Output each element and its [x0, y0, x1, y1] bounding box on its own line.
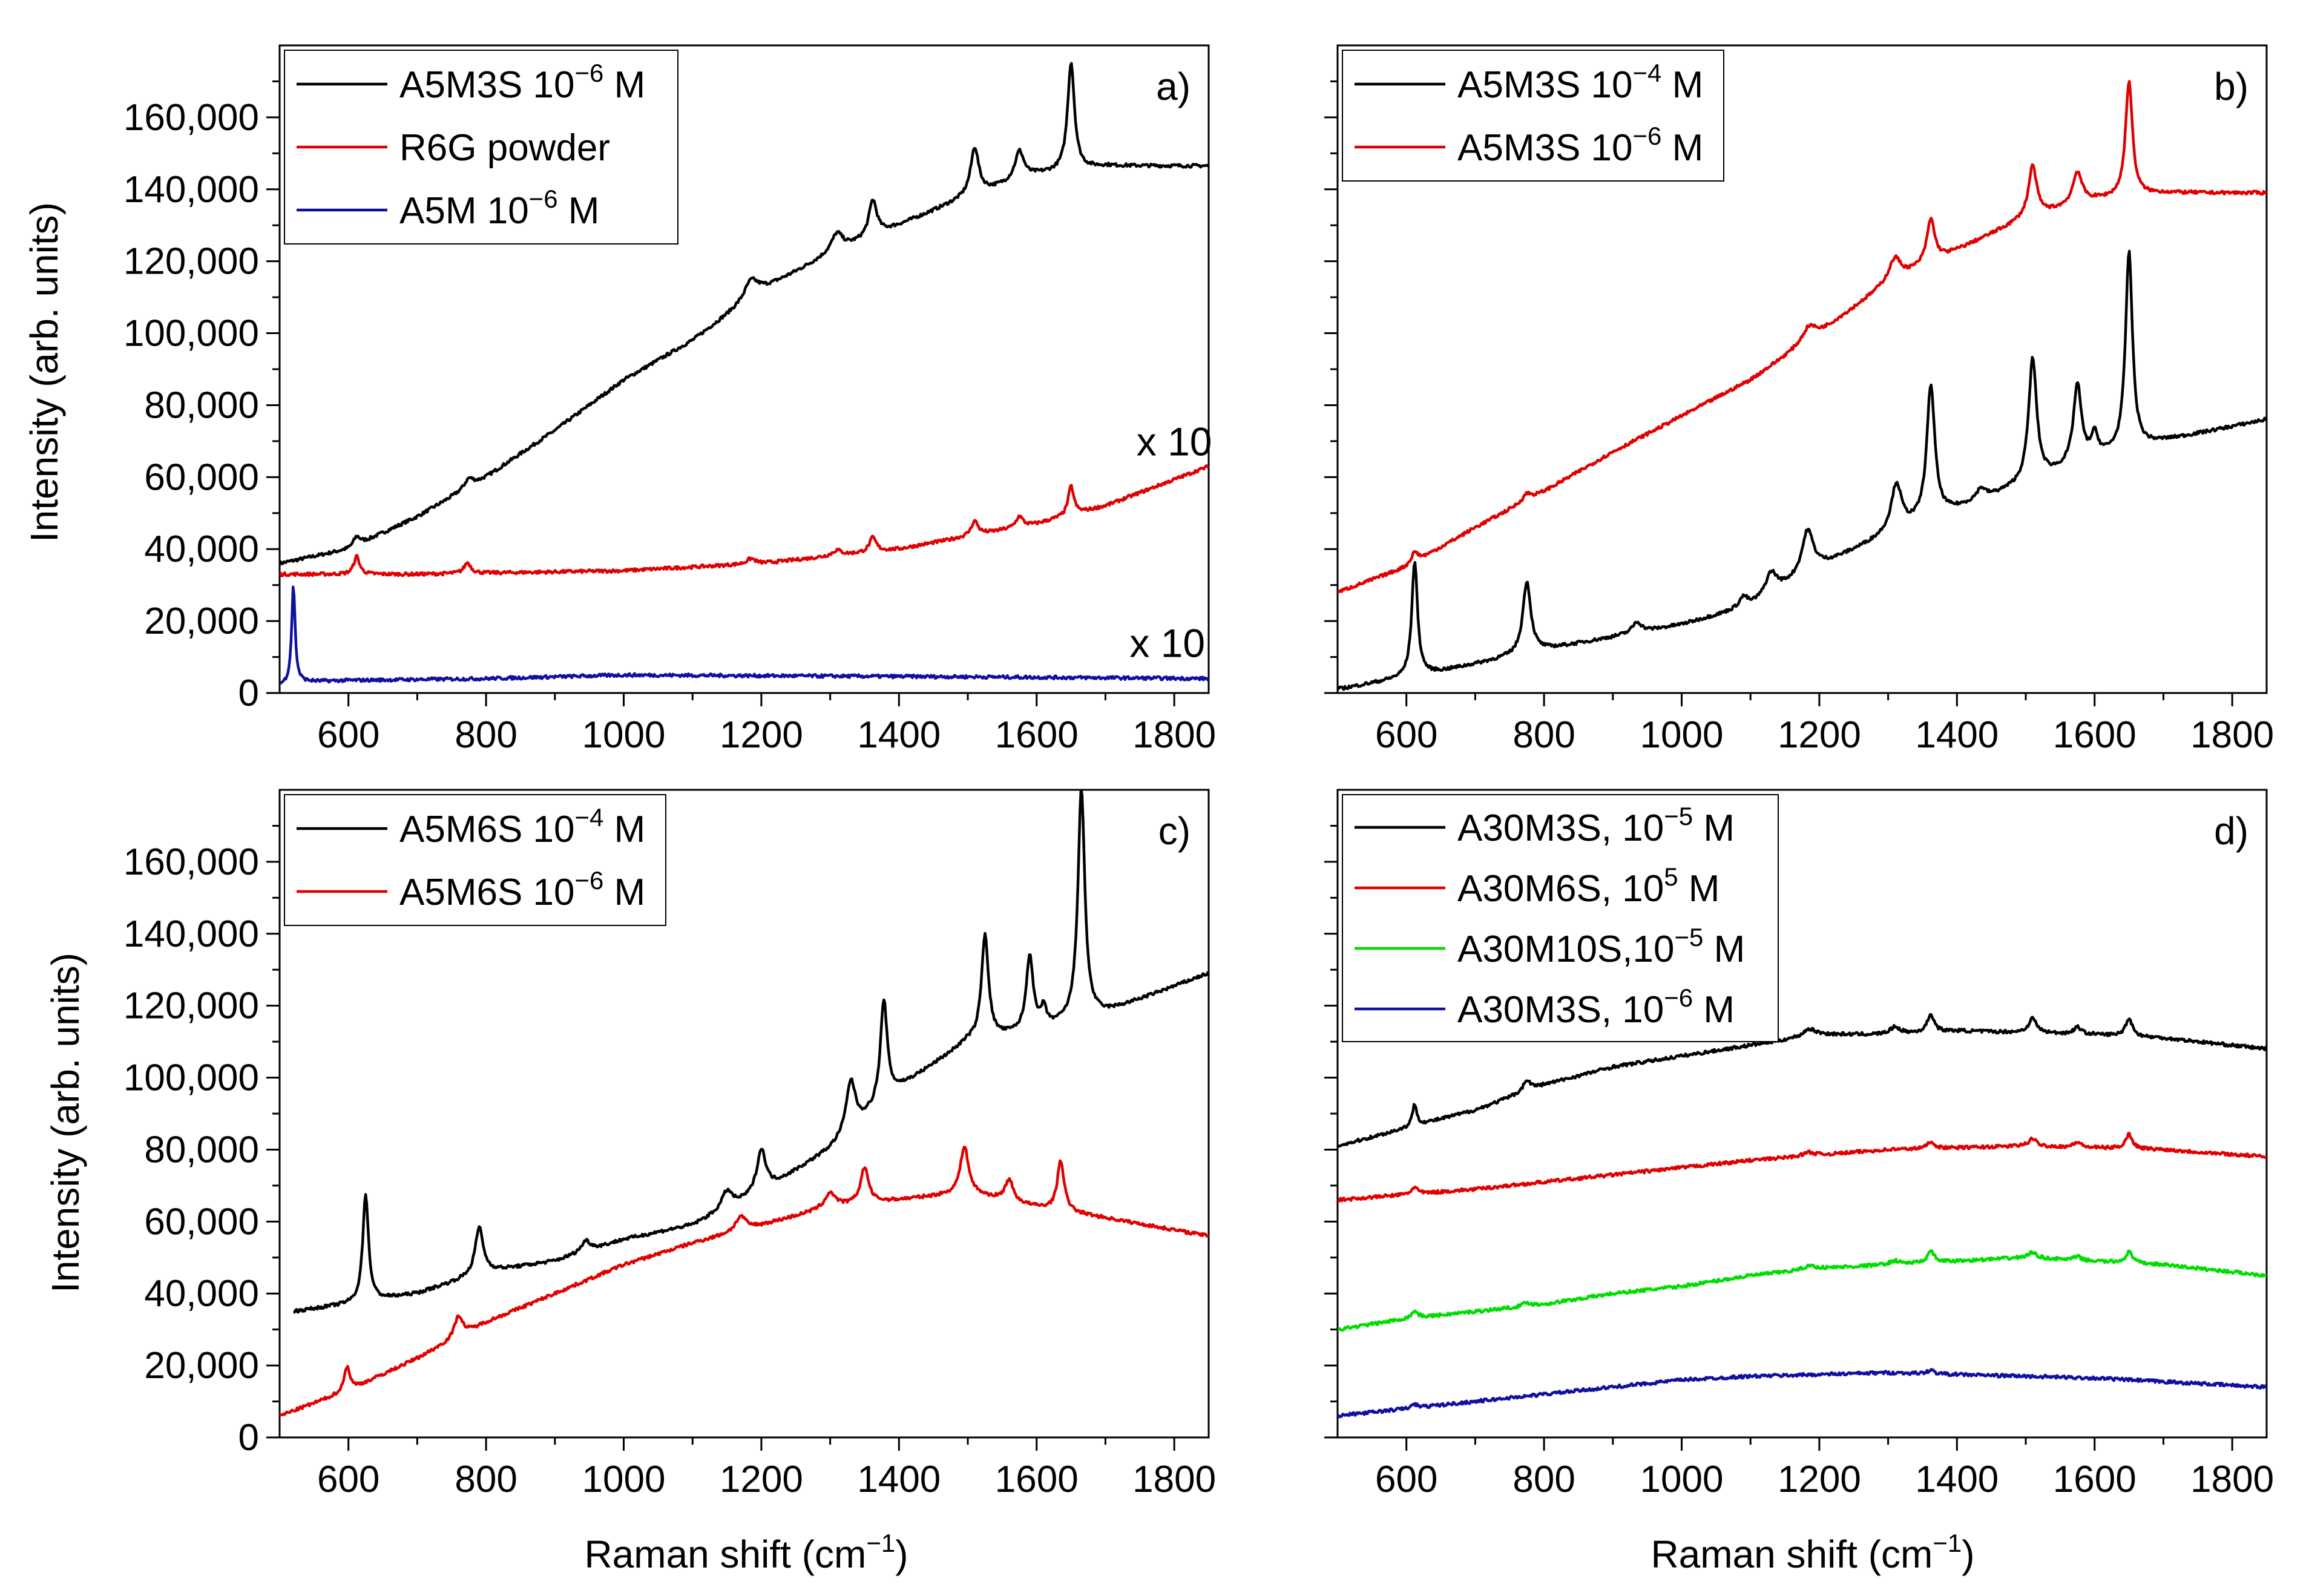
series-line-4: [1338, 1368, 2267, 1419]
x-tick-label: 800: [1513, 1459, 1575, 1500]
x-tick-label: 1200: [720, 714, 803, 756]
x-tick-label: 1600: [2053, 714, 2137, 756]
y-tick-label: 20,000: [144, 1345, 259, 1387]
panel-label: b): [2214, 65, 2248, 108]
x-tick-label: 1000: [1640, 1459, 1724, 1500]
series-line-1: [1338, 249, 2267, 691]
legend-box: [1342, 794, 1779, 1042]
y-tick-label: 40,000: [144, 1273, 259, 1315]
y-tick-label: 100,000: [123, 313, 259, 355]
panel-c: 600 800 1000 1200 1400 1600 1800 0 20,000 40,000 6…: [123, 789, 1216, 1500]
series-line-1: [293, 790, 1209, 1314]
legend-label: A5M6S 10−6 M: [399, 866, 645, 913]
x-tick-label: 600: [1375, 1459, 1437, 1500]
y-axis-title-top: Intensity (arb. units): [22, 202, 66, 542]
y-tick-label: 0: [238, 1417, 259, 1459]
x-tick-label: 1800: [1132, 1459, 1216, 1500]
y-tick-label: 80,000: [144, 384, 259, 426]
x-tick-label: 1000: [582, 1459, 666, 1500]
scale-annotation: x 10: [1129, 621, 1205, 666]
x-tick-label: 800: [455, 1459, 517, 1500]
series-line-2: [280, 464, 1209, 577]
y-tick-label: 0: [238, 672, 259, 714]
panel-label: d): [2214, 809, 2248, 853]
legend-label: A30M3S, 10−6 M: [1457, 984, 1735, 1031]
y-tick-label: 160,000: [123, 841, 259, 883]
x-tick-label: 1200: [720, 1459, 803, 1500]
y-axis-title-bottom: Intensity (arb. units): [44, 953, 87, 1293]
legend-label: A30M10S,10−5 M: [1457, 923, 1745, 970]
legend-label: A5M6S 10−4 M: [399, 803, 645, 850]
x-tick-label: 1200: [1778, 714, 1861, 756]
x-axis-title-left: Raman shift (cm−1): [584, 1529, 908, 1576]
x-tick-label: 1400: [857, 714, 941, 756]
legend-label: R6G powder: [399, 127, 610, 169]
legend-label: A5M3S 10−6 M: [1457, 122, 1703, 169]
x-tick-label: 1600: [2053, 1459, 2137, 1500]
series-line-1: [1338, 1013, 2267, 1148]
panel-b: 600 800 1000 1200 1400 1600 1800 A5M3S 10−4 M A5…: [1324, 44, 2274, 756]
x-axis-title-right: Raman shift (cm−1): [1650, 1529, 1974, 1576]
series-line-2: [1338, 1132, 2267, 1203]
x-tick-label: 600: [1375, 714, 1437, 756]
x-tick-label: 1000: [582, 714, 666, 756]
x-tick-label: 600: [317, 1459, 379, 1500]
y-tick-label: 60,000: [144, 1201, 259, 1243]
x-tick-label: 1800: [2190, 714, 2274, 756]
series-line-3: [1338, 1249, 2267, 1332]
y-tick-label: 80,000: [144, 1129, 259, 1171]
y-tick-label: 60,000: [144, 456, 259, 498]
panel-d: 600 800 1000 1200 1400 1600 1800 A30M3S, 10−5 M…: [1324, 789, 2274, 1500]
x-tick-label: 600: [317, 714, 379, 756]
x-tick-label: 1600: [995, 714, 1079, 756]
panel-a: 600 800 1000 1200 1400 1600 1800 0 20,000 40,000 6…: [123, 44, 1216, 756]
y-tick-label: 120,000: [123, 241, 259, 283]
x-tick-label: 1400: [1915, 714, 1999, 756]
panel-label: a): [1156, 65, 1191, 108]
x-tick-label: 800: [455, 714, 517, 756]
legend-label: A30M6S, 105 M: [1457, 862, 1719, 910]
x-tick-label: 1800: [2190, 1459, 2274, 1500]
legend-box: [284, 794, 666, 926]
series-line-2: [280, 1145, 1209, 1417]
x-tick-label: 800: [1513, 714, 1575, 756]
legend-box: [1342, 50, 1724, 182]
y-tick-label: 120,000: [123, 985, 259, 1027]
x-tick-label: 1800: [1132, 714, 1216, 756]
x-tick-label: 1400: [857, 1459, 941, 1500]
x-tick-label: 1400: [1915, 1459, 1999, 1500]
panel-label: c): [1158, 809, 1191, 853]
y-tick-label: 20,000: [144, 600, 259, 642]
legend-label: A30M3S, 10−5 M: [1457, 802, 1735, 849]
y-tick-label: 160,000: [123, 97, 259, 139]
y-tick-label: 140,000: [123, 169, 259, 211]
y-tick-label: 40,000: [144, 528, 259, 570]
series-line-2: [1338, 80, 2267, 594]
legend-label: A5M 10−6 M: [399, 185, 599, 232]
x-tick-label: 1600: [995, 1459, 1079, 1500]
legend-label: A5M3S 10−4 M: [1457, 59, 1703, 106]
y-tick-label: 140,000: [123, 913, 259, 955]
y-tick-label: 100,000: [123, 1057, 259, 1099]
legend-label: A5M3S 10−6 M: [399, 59, 645, 106]
x-tick-label: 1000: [1640, 714, 1724, 756]
x-tick-label: 1200: [1778, 1459, 1861, 1500]
series-line-1: [280, 62, 1209, 566]
scale-annotation: x 10: [1137, 419, 1212, 464]
series-line-3: [280, 585, 1209, 685]
